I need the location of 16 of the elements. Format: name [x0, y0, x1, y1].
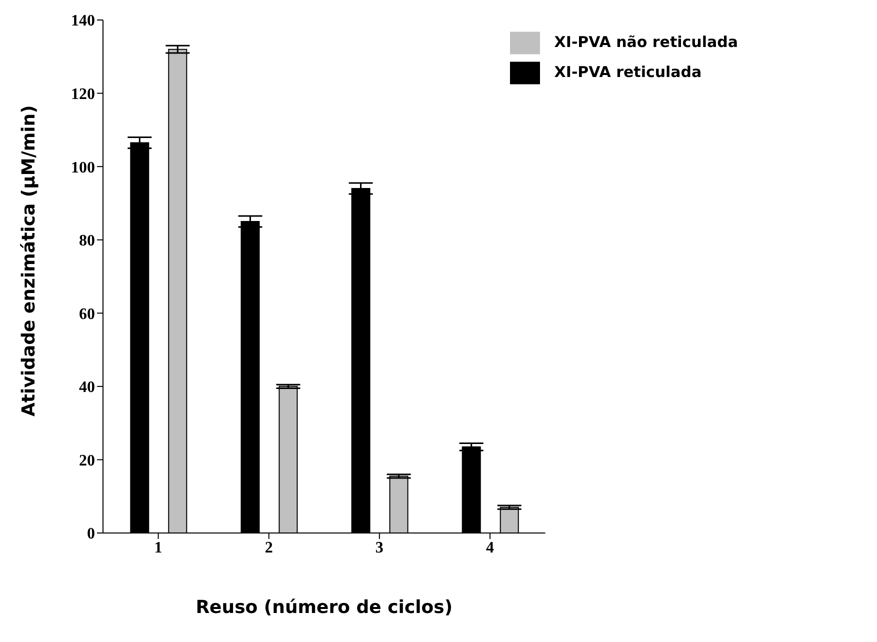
- y-tick-label: 20: [79, 452, 95, 470]
- legend-label: XI-PVA reticulada: [554, 63, 702, 82]
- x-tick-label: 4: [486, 539, 494, 556]
- x-tick-label: 1: [154, 539, 162, 556]
- y-tick-label: 0: [87, 526, 95, 543]
- x-tick-label: 2: [264, 539, 273, 556]
- y-axis-title: Atividade enzimática (µM/min): [18, 105, 40, 416]
- y-tick-label: 140: [71, 12, 95, 30]
- legend-label: XI-PVA não reticulada: [554, 33, 738, 52]
- x-tick-label: 3: [375, 539, 384, 556]
- y-tick-label: 40: [79, 379, 95, 396]
- x-axis-title: Reuso (número de ciclos): [196, 597, 453, 618]
- y-tick-label: 80: [79, 232, 95, 250]
- y-tick-label: 120: [71, 86, 95, 103]
- y-tick-label: 100: [71, 159, 95, 176]
- y-tick-label: 60: [79, 306, 95, 323]
